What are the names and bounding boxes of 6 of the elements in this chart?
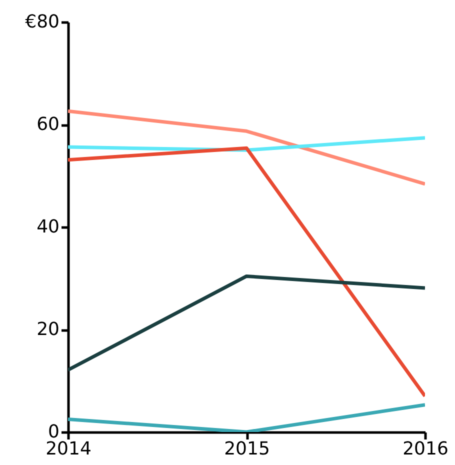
y-tick-label: 40	[36, 216, 60, 238]
y-tick-label: 60	[36, 114, 60, 135]
y-tick-label: €80	[25, 12, 60, 32]
y-tick-label: 20	[36, 319, 60, 340]
x-tick-label: 2016	[402, 438, 448, 460]
x-tick-label: 2015	[224, 438, 270, 460]
